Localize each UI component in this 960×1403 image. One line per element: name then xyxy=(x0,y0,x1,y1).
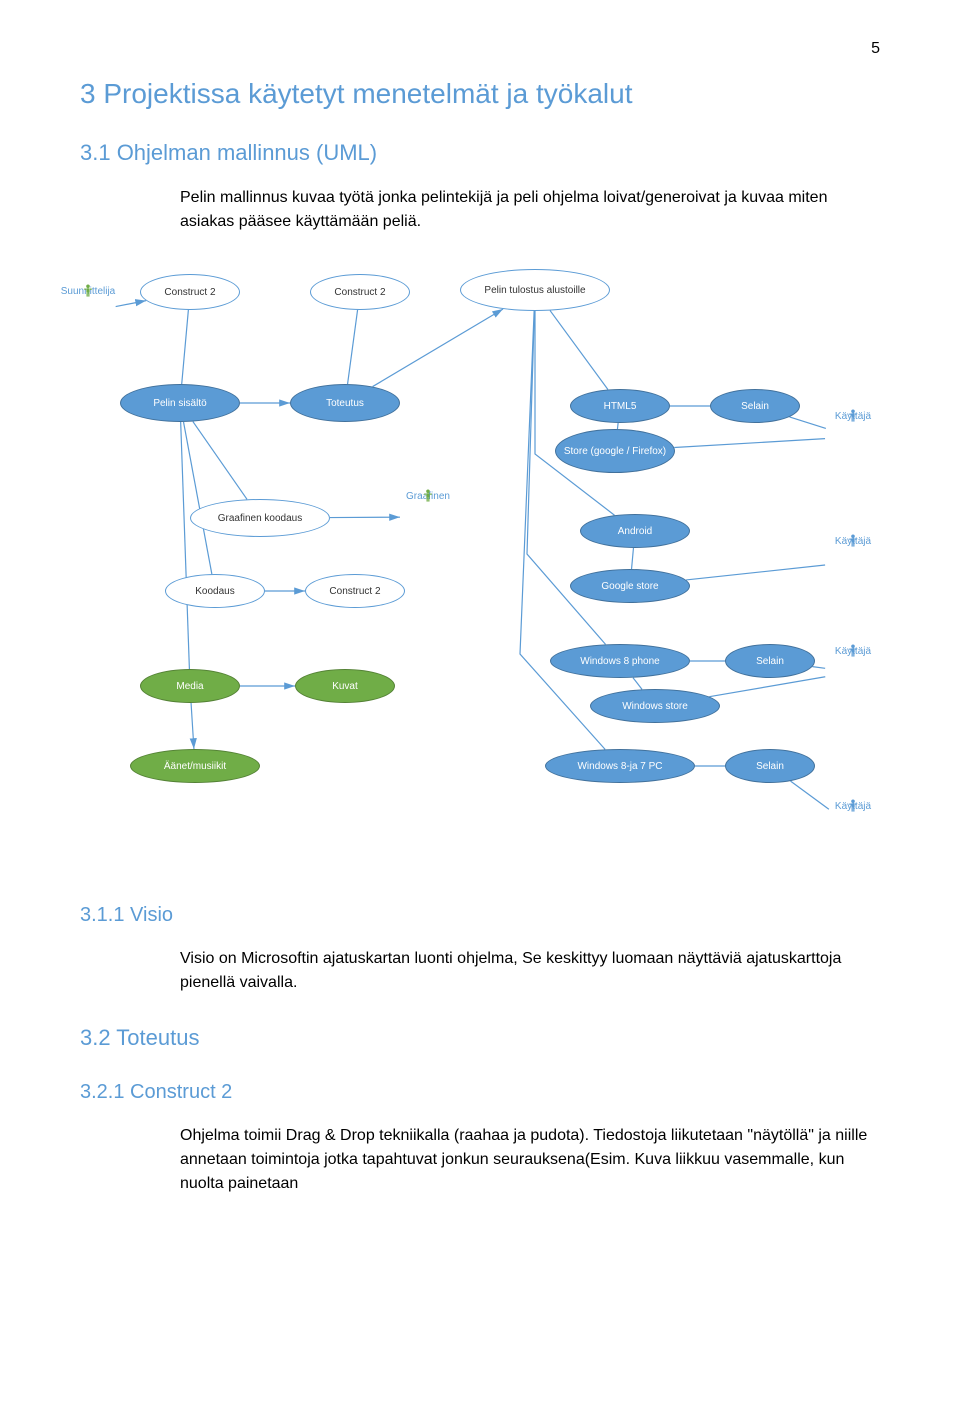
node-google: Google store xyxy=(570,569,690,603)
heading-3-1: 3.1 Ohjelman mallinnus (UML) xyxy=(80,140,880,166)
node-store: Store (google / Firefox) xyxy=(555,429,675,473)
node-selain3: Selain xyxy=(725,749,815,783)
paragraph-2: Visio on Microsoftin ajatuskartan luonti… xyxy=(180,947,880,995)
paragraph-1: Pelin mallinnus kuvaa työtä jonka pelint… xyxy=(180,186,880,234)
node-winstore: Windows store xyxy=(590,689,720,723)
actor-kayttaja2: Käyttäjä xyxy=(825,534,881,547)
paragraph-3: Ohjelma toimii Drag & Drop tekniikalla (… xyxy=(180,1124,880,1196)
heading-3-2: 3.2 Toteutus xyxy=(80,1025,880,1051)
node-sisalto: Pelin sisältö xyxy=(120,384,240,422)
actor-graafinen: Graafinen xyxy=(400,489,456,502)
actor-suunnittelija: Suunnittelija xyxy=(60,284,116,297)
node-kuvat: Kuvat xyxy=(295,669,395,703)
node-koodaus: Koodaus xyxy=(165,574,265,608)
node-selain1: Selain xyxy=(710,389,800,423)
node-media: Media xyxy=(140,669,240,703)
actor-kayttaja3: Käyttäjä xyxy=(825,644,881,657)
actor-kayttaja4: Käyttäjä xyxy=(825,799,881,812)
node-c2a: Construct 2 xyxy=(140,274,240,310)
node-c2b: Construct 2 xyxy=(310,274,410,310)
uml-diagram: Suunnittelija Graafinen Käyttäjä Käyttäj… xyxy=(60,254,880,874)
heading-3-2-1: 3.2.1 Construct 2 xyxy=(80,1081,880,1104)
node-c2c: Construct 2 xyxy=(305,574,405,608)
node-graafkood: Graafinen koodaus xyxy=(190,499,330,537)
actor-kayttaja1: Käyttäjä xyxy=(825,409,881,422)
node-android: Android xyxy=(580,514,690,548)
heading-1: 3 Projektissa käytetyt menetelmät ja työ… xyxy=(80,78,880,110)
node-toteutus: Toteutus xyxy=(290,384,400,422)
node-win87: Windows 8-ja 7 PC xyxy=(545,749,695,783)
heading-3-1-1: 3.1.1 Visio xyxy=(80,904,880,927)
node-html5: HTML5 xyxy=(570,389,670,423)
node-selain2: Selain xyxy=(725,644,815,678)
node-tulostus: Pelin tulostus alustoille xyxy=(460,269,610,311)
page-number: 5 xyxy=(80,40,880,58)
node-win8ph: Windows 8 phone xyxy=(550,644,690,678)
node-aanet: Äänet/musiikit xyxy=(130,749,260,783)
